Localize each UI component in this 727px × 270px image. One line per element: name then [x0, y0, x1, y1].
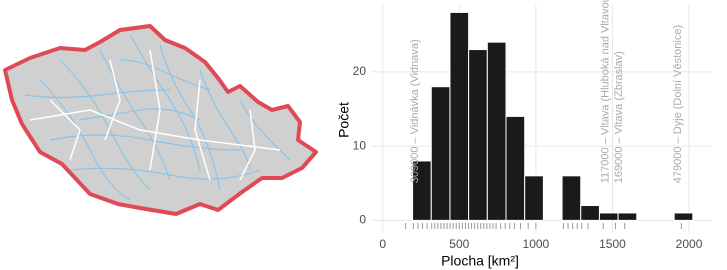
- bar: [673, 212, 694, 221]
- bar: [505, 115, 526, 221]
- bar: [449, 11, 470, 221]
- bar: [617, 212, 638, 221]
- annotation: 169000 – Vltava (Zbraslav): [613, 51, 625, 183]
- y-tick-label: 0: [359, 213, 366, 227]
- x-tick-label: 1000: [523, 237, 550, 251]
- basin-borders: [29, 49, 281, 181]
- bar: [580, 205, 600, 221]
- histogram: 0 10 20 0 500 1000 1500 2000 309000 – Vidnávka (…: [353, 0, 712, 251]
- annotation: 309000 – Vidnávka (Vidnava): [409, 39, 421, 183]
- bar: [486, 41, 507, 221]
- country-outline: [3, 24, 318, 216]
- x-axis-title: Plocha [km²]: [441, 253, 519, 269]
- bar: [430, 86, 451, 221]
- map: [3, 24, 318, 216]
- x-tick-label: 500: [449, 237, 469, 251]
- bar: [598, 212, 619, 221]
- x-tick-label: 1500: [599, 237, 626, 251]
- y-tick-label: 10: [353, 138, 367, 152]
- x-tick-label: 2000: [676, 237, 703, 251]
- rivers: [24, 34, 291, 201]
- y-axis-title: Počet: [336, 102, 352, 138]
- x-tick-label: 0: [379, 237, 386, 251]
- annotation: 117000 – Vltava (Hluboká nad Vltavou): [599, 0, 611, 183]
- bar: [561, 175, 582, 221]
- annotation: 479000 – Dyje (Dolní Věstonice): [672, 25, 684, 183]
- y-tick-label: 20: [353, 64, 367, 78]
- bar: [524, 175, 544, 221]
- bar: [468, 49, 488, 221]
